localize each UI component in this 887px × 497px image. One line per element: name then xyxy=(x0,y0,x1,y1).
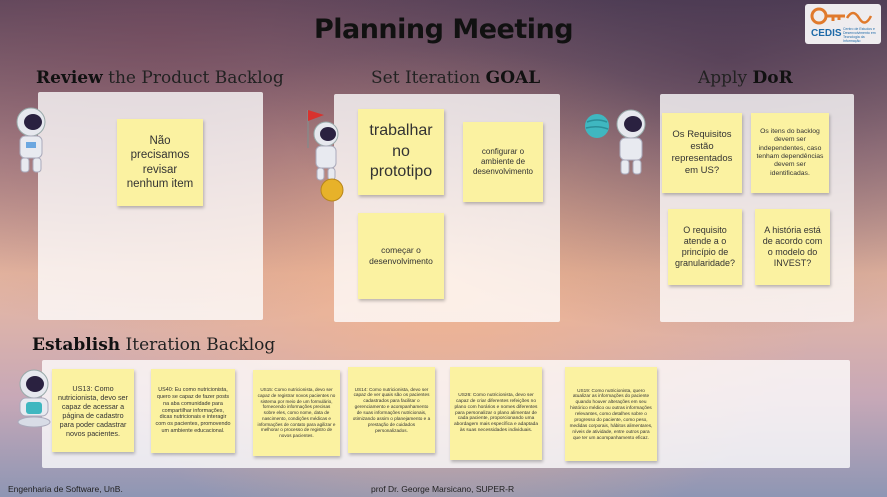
dor-note[interactable]: O requisito atende a o princípio de gran… xyxy=(668,209,742,285)
section-backlog-header: Establish Iteration Backlog xyxy=(32,335,275,355)
cedis-logo-icon xyxy=(810,7,873,25)
astronaut-icon xyxy=(16,107,46,173)
astronaut-sitting-icon xyxy=(17,369,51,428)
astronaut-planet-icon xyxy=(585,109,646,175)
logo-subtitle: Centro de Estudos e Desenvolvimento em T… xyxy=(843,27,876,43)
section-review-rest: the Product Backlog xyxy=(102,68,284,88)
backlog-note[interactable]: US26: Como nutricionista, devo ser capaz… xyxy=(450,367,542,460)
backlog-note[interactable]: US40: Eu como nutricionista, quero se ca… xyxy=(151,369,235,453)
goal-note[interactable]: começar o desenvolvimento xyxy=(358,213,444,299)
section-goal-header: Set Iteration GOAL xyxy=(371,68,540,88)
goal-note[interactable]: trabalhar no prototipo xyxy=(358,109,444,195)
section-dor-lead: Apply xyxy=(698,68,753,88)
section-review-header: Review the Product Backlog xyxy=(36,68,284,88)
astronaut-flag-icon xyxy=(307,110,344,202)
backlog-note[interactable]: US13: Como nutricionista, devo ser capaz… xyxy=(52,369,134,452)
section-backlog-bold: Establish xyxy=(32,335,121,355)
footer-center: prof Dr. George Marsicano, SUPER-R xyxy=(371,484,515,494)
section-dor-header: Apply DoR xyxy=(698,68,793,88)
dor-note[interactable]: A história está de acordo com o modelo d… xyxy=(755,209,830,285)
review-note[interactable]: Não precisamos revisar nenhum item xyxy=(117,119,203,206)
section-review-bold: Review xyxy=(36,68,103,88)
section-backlog-rest: Iteration Backlog xyxy=(120,335,276,355)
page-title: Planning Meeting xyxy=(313,14,574,45)
goal-note[interactable]: configurar o ambiente de desenvolvimento xyxy=(463,122,543,202)
backlog-note[interactable]: US19: Como nutricionista, quero atualiza… xyxy=(565,367,657,461)
footer-left: Engenharia de Software, UnB. xyxy=(8,484,123,494)
dor-note[interactable]: Os itens do backlog devem ser independen… xyxy=(751,113,829,193)
logo-name: CEDIS xyxy=(811,28,842,39)
backlog-note[interactable]: US14: Como nutricionista, devo ser capaz… xyxy=(348,367,435,453)
dor-note[interactable]: Os Requisitos estão representados em US? xyxy=(662,113,742,193)
section-dor-bold: DoR xyxy=(752,68,793,88)
cedis-logo: CEDIS Centro de Estudos e Desenvolviment… xyxy=(805,4,881,44)
section-goal-lead: Set Iteration xyxy=(371,68,486,88)
backlog-note[interactable]: US15: Como nutricionista, devo ser capaz… xyxy=(253,370,340,456)
section-goal-bold: GOAL xyxy=(485,68,541,88)
